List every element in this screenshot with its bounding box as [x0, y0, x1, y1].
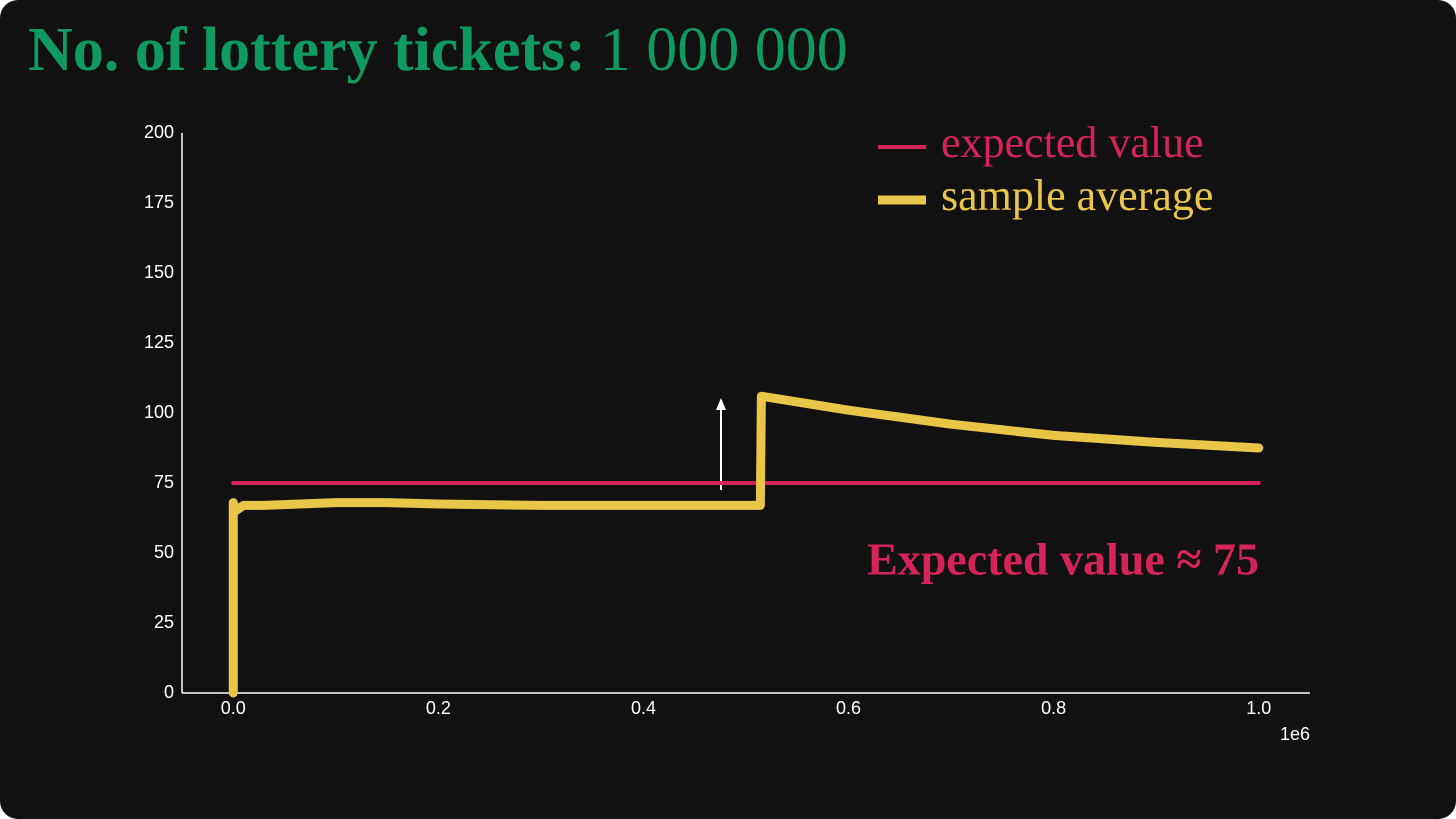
title-label: No. of lottery tickets: [28, 16, 586, 84]
y-tick-label: 50 [154, 542, 174, 562]
y-tick-label: 75 [154, 472, 174, 492]
y-tick-label: 200 [144, 122, 174, 142]
line-series [228, 391, 1264, 698]
chart-title: No. of lottery tickets: 1 000 000 [28, 16, 848, 84]
y-tick-label: 100 [144, 402, 174, 422]
x-offset-label: 1e6 [1280, 724, 1310, 744]
x-tick-label: 1.0 [1246, 698, 1271, 718]
y-tick-label: 25 [154, 612, 174, 632]
arrow-head [716, 398, 726, 410]
x-tick-label: 0.8 [1041, 698, 1066, 718]
legend-label: sample average [941, 171, 1213, 220]
y-tick-label: 150 [144, 262, 174, 282]
y-tick-label: 0 [164, 682, 174, 702]
legend-label: expected value [941, 118, 1204, 167]
title-value: 1 000 000 [600, 16, 848, 84]
x-tick-label: 0.4 [631, 698, 656, 718]
y-tick-label: 175 [144, 192, 174, 212]
x-tick-label: 0.2 [426, 698, 451, 718]
x-tick-label: 0.0 [221, 698, 246, 718]
annotation: Expected value ≈ 75 [867, 534, 1259, 585]
y-tick-label: 125 [144, 332, 174, 352]
x-tick-label: 0.6 [836, 698, 861, 718]
